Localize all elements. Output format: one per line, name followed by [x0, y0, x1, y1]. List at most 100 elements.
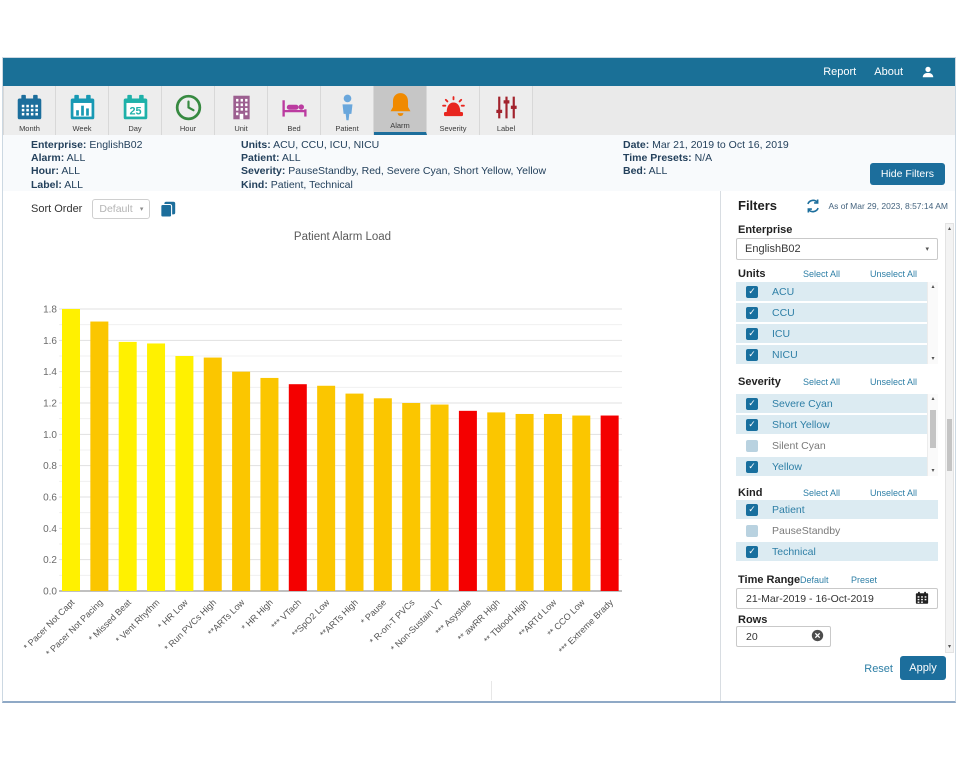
- app-window: Report About Month Week 25DayHourUnit Bed Pa…: [2, 57, 956, 703]
- svg-text:0.0: 0.0: [43, 587, 57, 598]
- option-label: Yellow: [772, 461, 802, 473]
- filter-summary: Enterprise: EnglishB02Alarm: ALLHour: AL…: [3, 135, 955, 192]
- filters-title: Filters: [738, 198, 777, 213]
- units-list-scrollbar[interactable]: ▴ ▾: [927, 282, 938, 364]
- toolbar-item-label: Week: [72, 124, 91, 133]
- option-label: ACU: [772, 286, 794, 298]
- kind-option-pausestandby[interactable]: PauseStandby: [736, 521, 938, 540]
- toolbar-item-bed[interactable]: Bed: [268, 86, 321, 135]
- toolbar-item-label[interactable]: Label: [480, 86, 533, 135]
- about-link[interactable]: About: [874, 66, 903, 78]
- option-label: PauseStandby: [772, 525, 840, 537]
- scroll-up-icon[interactable]: ▴: [946, 225, 953, 233]
- units-unselect-all-link[interactable]: Unselect All: [870, 269, 917, 279]
- checkbox[interactable]: ✓: [746, 461, 758, 473]
- severity-option-severe-cyan[interactable]: ✓Severe Cyan: [736, 394, 938, 413]
- units-option-ccu[interactable]: ✓ CCU: [736, 303, 938, 322]
- scroll-down-icon[interactable]: ▾: [946, 643, 953, 651]
- filters-panel: Filters As of Mar 29, 2023, 8:57:14 AM E…: [721, 191, 955, 701]
- kind-option-patient[interactable]: ✓Patient: [736, 500, 938, 519]
- severity-option-short-yellow[interactable]: ✓ Short Yellow: [736, 415, 938, 434]
- bar: [544, 414, 562, 591]
- kind-select-all-link[interactable]: Select All: [803, 488, 840, 498]
- copy-icon[interactable]: [159, 200, 177, 218]
- user-icon[interactable]: [921, 65, 935, 79]
- toolbar-item-alarm[interactable]: Alarm: [374, 86, 427, 135]
- toolbar-item-unit[interactable]: Unit: [215, 86, 268, 135]
- bar: [402, 403, 420, 591]
- kind-unselect-all-link[interactable]: Unselect All: [870, 488, 917, 498]
- units-select-all-link[interactable]: Select All: [803, 269, 840, 279]
- option-label: CCU: [772, 307, 795, 319]
- toolbar-item-label: Label: [497, 124, 515, 133]
- checkbox[interactable]: ✓: [746, 398, 758, 410]
- option-label: Silent Cyan: [772, 440, 826, 452]
- checkbox[interactable]: ✓: [746, 504, 758, 516]
- toolbar-item-hour[interactable]: Hour: [162, 86, 215, 135]
- units-option-nicu[interactable]: ✓NICU: [736, 345, 938, 364]
- toolbar-item-label: Bed: [287, 124, 300, 133]
- bottom-divider: [491, 681, 492, 700]
- option-label: ICU: [772, 328, 790, 340]
- report-link[interactable]: Report: [823, 66, 856, 78]
- svg-text:1.4: 1.4: [43, 367, 57, 378]
- toolbar-item-week[interactable]: Week: [56, 86, 109, 135]
- sort-order-label: Sort Order: [31, 203, 82, 215]
- sort-order-row: Sort Order Default ▾: [31, 199, 177, 219]
- scrollbar-thumb[interactable]: [930, 410, 936, 448]
- units-option-icu[interactable]: ✓ ICU: [736, 324, 938, 343]
- scroll-down-icon[interactable]: ▾: [928, 467, 938, 475]
- reset-button[interactable]: Reset: [864, 663, 893, 675]
- kind-option-technical[interactable]: ✓Technical: [736, 542, 938, 561]
- checkbox[interactable]: [746, 440, 758, 452]
- checkbox[interactable]: ✓: [746, 419, 758, 431]
- time-range-input[interactable]: [736, 588, 938, 609]
- scroll-down-icon[interactable]: ▾: [928, 355, 938, 363]
- calendar-month-icon: [15, 91, 44, 124]
- toolbar-item-patient[interactable]: Patient: [321, 86, 374, 135]
- bar: [317, 386, 335, 591]
- top-bar: Report About: [3, 58, 955, 86]
- severity-unselect-all-link[interactable]: Unselect All: [870, 377, 917, 387]
- hide-filters-button[interactable]: Hide Filters: [870, 163, 945, 185]
- bar: [204, 358, 222, 591]
- checkbox[interactable]: ✓: [746, 349, 758, 361]
- calendar-icon[interactable]: [915, 591, 929, 605]
- checkbox[interactable]: ✓: [746, 328, 758, 340]
- refresh-icon[interactable]: [805, 198, 821, 214]
- severity-option-silent-cyan[interactable]: Silent Cyan: [736, 436, 938, 455]
- scroll-up-icon[interactable]: ▴: [928, 283, 938, 291]
- severity-select-all-link[interactable]: Select All: [803, 377, 840, 387]
- option-label: Short Yellow: [772, 419, 830, 431]
- enterprise-dropdown[interactable]: EnglishB02 ▾: [736, 238, 938, 260]
- chart-area: Sort Order Default ▾ Patient Alarm Load0…: [3, 191, 721, 701]
- summary-line: Kind: Patient, Technical: [241, 179, 546, 192]
- siren-icon: [439, 91, 468, 124]
- bell-icon: [386, 88, 415, 121]
- checkbox[interactable]: ✓: [746, 546, 758, 558]
- toolbar-item-label: Severity: [439, 124, 466, 133]
- checkbox[interactable]: [746, 525, 758, 537]
- clear-icon[interactable]: [811, 629, 825, 643]
- enterprise-value: EnglishB02: [745, 243, 801, 255]
- apply-button[interactable]: Apply: [900, 656, 946, 680]
- time-range-default-link[interactable]: Default: [800, 575, 829, 585]
- scrollbar-thumb[interactable]: [947, 419, 952, 471]
- time-range-preset-link[interactable]: Preset: [851, 575, 877, 585]
- units-option-acu[interactable]: ✓ ACU: [736, 282, 938, 301]
- severity-option-yellow[interactable]: ✓ Yellow: [736, 457, 938, 476]
- panel-scrollbar[interactable]: ▴ ▾: [945, 223, 954, 653]
- checkbox[interactable]: ✓: [746, 286, 758, 298]
- bar: [487, 412, 505, 591]
- toolbar-item-month[interactable]: Month: [3, 86, 56, 135]
- toolbar-item-day[interactable]: 25Day: [109, 86, 162, 135]
- sort-order-dropdown[interactable]: Default ▾: [92, 199, 150, 219]
- building-icon: [227, 91, 256, 124]
- toolbar-item-label: Patient: [335, 124, 358, 133]
- scroll-up-icon[interactable]: ▴: [928, 395, 938, 403]
- severity-list-scrollbar[interactable]: ▴ ▾: [927, 394, 938, 476]
- checkbox[interactable]: ✓: [746, 307, 758, 319]
- bar: [62, 309, 80, 591]
- toolbar-item-severity[interactable]: Severity: [427, 86, 480, 135]
- svg-text:0.8: 0.8: [43, 461, 57, 472]
